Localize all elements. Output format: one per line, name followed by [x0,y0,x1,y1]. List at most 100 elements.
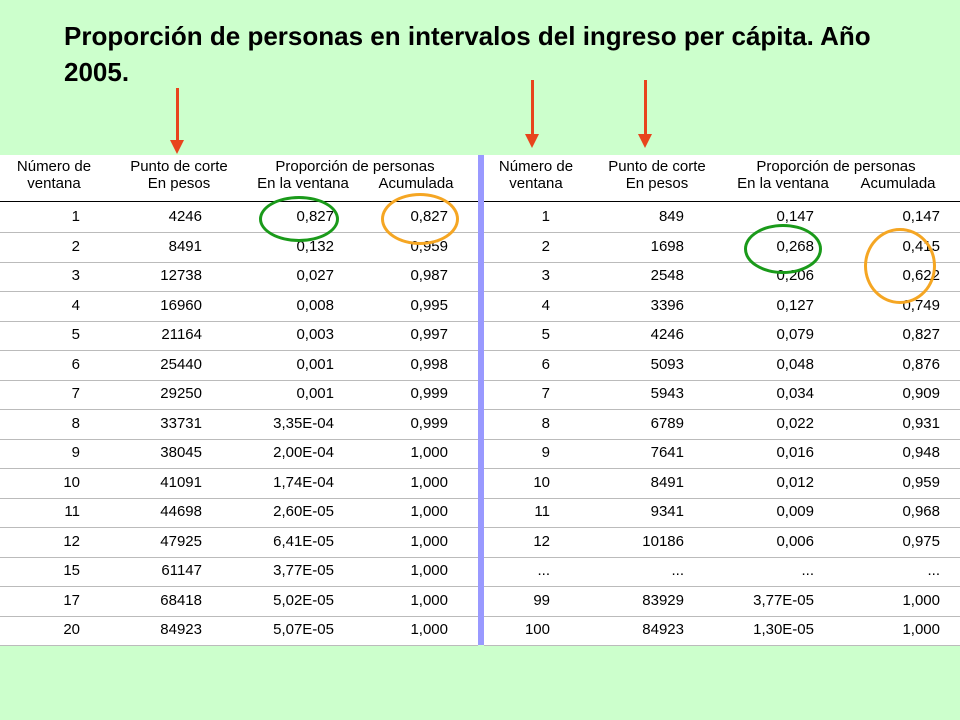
arrow-down-icon [176,88,179,142]
cell-cumulative: 0,827 [350,202,448,232]
cell-cut-point: 1698 [584,232,684,262]
cell-window-number: 2 [0,232,80,262]
table-row: 12 10186 0,006 0,975 [484,527,960,558]
cell-window-number: ... [484,556,550,586]
cell-in-window: 0,006 [720,527,814,557]
cell-cut-point: 2548 [584,261,684,291]
cell-window-number: 3 [484,261,550,291]
cell-window-number: 9 [0,438,80,468]
cell-cumulative: 0,147 [834,202,940,232]
cell-cut-point: 21164 [100,320,202,350]
cell-in-window: 6,41E-05 [240,527,334,557]
table-row: 10 41091 1,74E-04 1,000 [0,468,478,499]
cell-cut-point: 12738 [100,261,202,291]
table-row: 8 33731 3,35E-04 0,999 [0,409,478,440]
cell-cumulative: 1,000 [834,586,940,616]
table-row: 2 1698 0,268 0,415 [484,232,960,263]
page-title: Proporción de personas en intervalos del… [64,18,924,90]
cell-window-number: 5 [484,320,550,350]
table-row: 5 21164 0,003 0,997 [0,320,478,351]
cell-window-number: 12 [0,527,80,557]
cell-cut-point: 41091 [100,468,202,498]
header-window-line2: ventana [14,175,94,192]
cell-window-number: 7 [484,379,550,409]
cell-window-number: 6 [0,350,80,380]
cell-in-window: 3,77E-05 [720,586,814,616]
cell-cumulative: 0,415 [834,232,940,262]
table-row: 7 29250 0,001 0,999 [0,379,478,410]
cell-cut-point: 4246 [584,320,684,350]
cell-cut-point: ... [584,556,684,586]
table-row: 99 83929 3,77E-05 1,000 [484,586,960,617]
cell-cut-point: 8491 [584,468,684,498]
cell-cumulative: 1,000 [350,468,448,498]
cell-in-window: 0,012 [720,468,814,498]
cell-window-number: 99 [484,586,550,616]
cell-cut-point: 5943 [584,379,684,409]
table-row: 20 84923 5,07E-05 1,000 [0,615,478,646]
table-row: 11 9341 0,009 0,968 [484,497,960,528]
cell-window-number: 1 [484,202,550,232]
table-row: 2 8491 0,132 0,959 [0,232,478,263]
table-row: 3 2548 0,206 0,622 [484,261,960,292]
cell-cumulative: 0,975 [834,527,940,557]
table-row: 8 6789 0,022 0,931 [484,409,960,440]
table-row: 17 68418 5,02E-05 1,000 [0,586,478,617]
cell-cumulative: 0,959 [350,232,448,262]
table-row: 100 84923 1,30E-05 1,000 [484,615,960,646]
left-table: Número de ventana Punto de corte En peso… [0,155,478,645]
cell-cut-point: 47925 [100,527,202,557]
table-row: 10 8491 0,012 0,959 [484,468,960,499]
cell-cut-point: 16960 [100,291,202,321]
cell-in-window: ... [720,556,814,586]
cell-cumulative: 1,000 [834,615,940,645]
table-row: 4 3396 0,127 0,749 [484,291,960,322]
cell-cut-point: 83929 [584,586,684,616]
cell-window-number: 7 [0,379,80,409]
cell-cumulative: 0,827 [834,320,940,350]
cell-cut-point: 68418 [100,586,202,616]
header-cut-line1: Punto de corte [596,158,718,175]
cell-window-number: 2 [484,232,550,262]
cell-cumulative: 0,909 [834,379,940,409]
cell-window-number: 3 [0,261,80,291]
cell-window-number: 12 [484,527,550,557]
cell-cumulative: 0,999 [350,409,448,439]
cell-in-window: 0,027 [240,261,334,291]
cell-cut-point: 84923 [100,615,202,645]
cell-in-window: 0,016 [720,438,814,468]
cell-cut-point: 5093 [584,350,684,380]
cell-cut-point: 8491 [100,232,202,262]
header-window-line1: Número de [496,158,576,175]
cell-cut-point: 61147 [100,556,202,586]
cell-in-window: 1,30E-05 [720,615,814,645]
cell-window-number: 6 [484,350,550,380]
cell-in-window: 0,008 [240,291,334,321]
header-cumulative: Acumulada [368,175,464,192]
table-row: 15 61147 3,77E-05 1,000 [0,556,478,587]
header-prop-line1: Proporción de personas [728,158,944,175]
cell-cumulative: 0,987 [350,261,448,291]
table-row: ............ [484,556,960,587]
header-cut-line1: Punto de corte [118,158,240,175]
cell-in-window: 0,132 [240,232,334,262]
table-row: 6 5093 0,048 0,876 [484,350,960,381]
cell-cumulative: 0,959 [834,468,940,498]
cell-cumulative: 0,968 [834,497,940,527]
table-row: 3 12738 0,027 0,987 [0,261,478,292]
header-cut-line2: En pesos [596,175,718,192]
cell-in-window: 1,74E-04 [240,468,334,498]
cell-in-window: 2,00E-04 [240,438,334,468]
cell-window-number: 10 [0,468,80,498]
cell-cumulative: 1,000 [350,556,448,586]
cell-cut-point: 10186 [584,527,684,557]
cell-window-number: 8 [0,409,80,439]
header-window-line1: Número de [14,158,94,175]
cell-window-number: 4 [0,291,80,321]
cell-in-window: 0,001 [240,350,334,380]
cell-cumulative: 0,931 [834,409,940,439]
table-row: 11 44698 2,60E-05 1,000 [0,497,478,528]
cell-cut-point: 33731 [100,409,202,439]
cell-window-number: 9 [484,438,550,468]
cell-in-window: 0,079 [720,320,814,350]
